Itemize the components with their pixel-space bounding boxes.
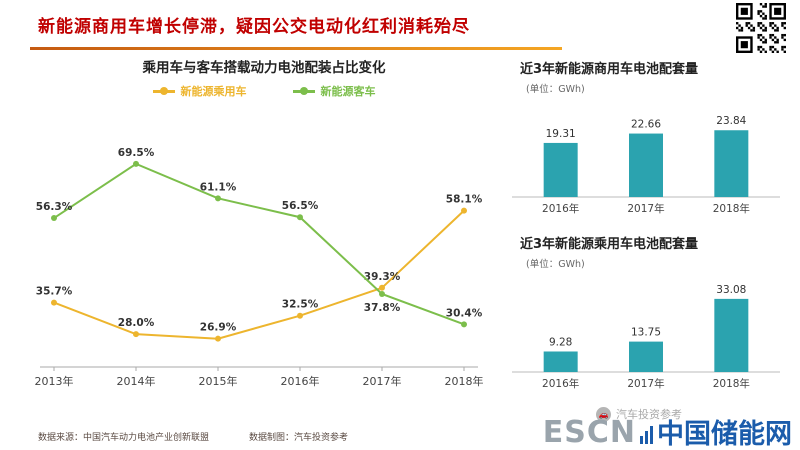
data-point (461, 207, 467, 214)
bar (714, 130, 749, 197)
x-tick-label: 2018年 (713, 202, 750, 215)
data-point (461, 321, 467, 328)
line-chart-legend: 新能源乘用车 新能源客车 (28, 83, 500, 99)
passenger-bar-chart: 9.28 2016年 13.75 2017年 33.08 2018年 (512, 284, 780, 390)
data-source-label: 数据来源：中国汽车动力电池产业创新联盟 (38, 433, 210, 443)
bar (629, 341, 663, 372)
legend-item-passenger-car: 新能源乘用车 (152, 83, 247, 99)
data-point (297, 214, 303, 221)
passenger-bar-title: 近3年新能源乘用车电池配套量 (520, 237, 699, 252)
escn-logo: ESCN 中国储能网 (542, 415, 792, 450)
page-title: 新能源商用车增长停滞，疑因公交电动化红利消耗殆尽 (38, 17, 470, 37)
legend-label-passenger-car: 新能源乘用车 (180, 85, 247, 98)
passenger-bar-card: 近3年新能源乘用车电池配套量 (单位：GWh) 9.28 2016年 13.75 20… (512, 233, 794, 398)
bar (543, 351, 578, 372)
bar-value-label: 19.31 (546, 128, 576, 140)
legend-swatch-bus (292, 87, 315, 95)
data-label: 28.0% (118, 317, 155, 329)
data-label: 56.3% (36, 201, 73, 213)
data-point (51, 215, 57, 222)
x-tick-label: 2016年 (542, 377, 579, 390)
bar-value-label: 9.28 (549, 336, 572, 348)
commercial-bar-title: 近3年新能源商用车电池配套量 (520, 62, 699, 77)
line-chart: 2013年 2014年 2015年 2016年 2017年 2018年 35.7% 28.0%… (35, 147, 484, 388)
escn-logo-en: ESCN (542, 415, 636, 450)
data-label: 30.4% (446, 307, 483, 319)
qr-code-icon (736, 3, 786, 53)
commercial-bar-card: 近3年新能源商用车电池配套量 (单位：GWh) 19.31 2016年 22.66 2… (512, 58, 794, 223)
escn-logo-cn: 中国储能网 (657, 419, 792, 450)
data-point (379, 284, 385, 291)
line-chart-title: 乘用车与客车搭载动力电池配装占比变化 (142, 60, 386, 76)
bar-value-label: 33.08 (716, 284, 746, 296)
data-label: 39.3% (364, 271, 401, 283)
watermark: 🚗 汽车投资参考 (596, 406, 682, 422)
x-tick-label: 2016年 (542, 202, 579, 215)
x-tick-label: 2018年 (445, 374, 484, 388)
x-tick-label: 2018年 (713, 377, 750, 390)
data-point (215, 335, 221, 342)
data-label: 26.9% (200, 322, 237, 334)
bar (629, 133, 663, 197)
data-point (51, 299, 57, 306)
title-underline (30, 47, 562, 50)
x-tick-label: 2013年 (35, 374, 74, 388)
data-label: 69.5% (118, 147, 155, 159)
data-point (379, 290, 385, 297)
commercial-unit-label: (单位：GWh) (526, 84, 585, 95)
data-point (133, 331, 139, 338)
x-tick-label: 2014年 (117, 374, 156, 388)
chart-credit-label: 数据制图：汽车投资参考 (249, 433, 349, 443)
data-point (133, 160, 139, 167)
commercial-bar-chart: 19.31 2016年 22.66 2017年 23.84 2018年 (512, 115, 780, 215)
car-logo-icon: 🚗 (596, 406, 611, 422)
data-label: 58.1% (446, 194, 483, 206)
legend-swatch-passenger-car (152, 87, 175, 95)
x-tick-label: 2015年 (199, 374, 238, 388)
x-tick-label: 2017年 (627, 377, 664, 390)
bar (714, 298, 749, 372)
data-point (297, 312, 303, 319)
line-series-1 (53, 162, 465, 326)
data-label: 32.5% (282, 299, 319, 311)
bar-charts-column: 近3年新能源商用车电池配套量 (单位：GWh) 19.31 2016年 22.66 2… (512, 58, 794, 408)
data-label: 37.8% (364, 302, 401, 314)
passenger-unit-label: (单位：GWh) (526, 259, 585, 270)
bar-value-label: 13.75 (631, 327, 661, 339)
data-point (215, 195, 221, 202)
legend-label-bus: 新能源客车 (320, 85, 376, 98)
bar (543, 142, 578, 197)
bar-value-label: 23.84 (716, 115, 746, 127)
line-series-0 (53, 209, 465, 340)
bar-value-label: 22.66 (631, 119, 661, 131)
watermark-text: 汽车投资参考 (616, 408, 682, 421)
legend-item-bus: 新能源客车 (292, 83, 376, 99)
footer-credits: 数据来源：中国汽车动力电池产业创新联盟 数据制图：汽车投资参考 (38, 430, 348, 443)
x-tick-label: 2017年 (363, 374, 402, 388)
line-chart-panel: 乘用车与客车搭载动力电池配装占比变化 新能源乘用车 新能源客车 2013年 201… (28, 56, 500, 415)
data-label: 56.5% (282, 200, 319, 212)
data-label: 61.1% (200, 181, 237, 193)
x-tick-label: 2016年 (281, 374, 320, 388)
escn-logo-bars-icon (640, 426, 653, 448)
x-tick-label: 2017年 (627, 202, 664, 215)
data-label: 35.7% (36, 286, 73, 298)
